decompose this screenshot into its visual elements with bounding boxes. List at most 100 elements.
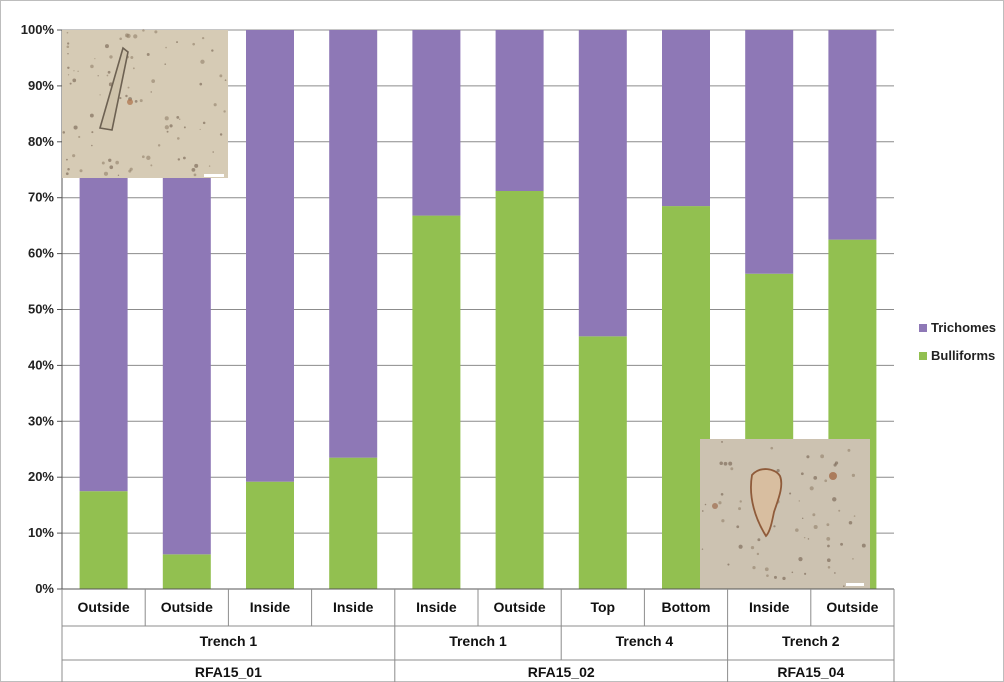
speckle xyxy=(736,525,740,529)
legend-label-trichomes: Trichomes xyxy=(931,320,996,335)
speckle xyxy=(169,124,173,128)
speckle xyxy=(701,510,704,512)
y-tick-label: 10% xyxy=(28,525,54,540)
speckle xyxy=(199,82,203,86)
bulliform-shape xyxy=(750,468,783,538)
speckle xyxy=(133,34,138,39)
speckle xyxy=(176,137,180,140)
speckle xyxy=(72,154,76,158)
speckle xyxy=(219,133,223,136)
speckle xyxy=(127,86,130,89)
speckle xyxy=(795,528,799,532)
speckle xyxy=(213,103,217,107)
speckle xyxy=(176,41,178,44)
speckle xyxy=(208,165,211,167)
speckle xyxy=(842,585,845,588)
speckle xyxy=(164,116,169,121)
y-tick-label: 50% xyxy=(28,302,54,317)
legend-swatch-trichomes xyxy=(919,324,927,332)
speckle xyxy=(176,115,180,119)
speckle xyxy=(219,74,223,78)
speckle xyxy=(719,461,723,466)
speckle xyxy=(809,486,814,491)
x-axis: Outside Outside Inside Inside Inside Outside T… xyxy=(61,588,895,682)
speckle xyxy=(150,91,152,93)
category-label: Outside xyxy=(78,599,130,615)
speckle xyxy=(103,171,109,176)
speckle xyxy=(97,75,99,77)
bar-bulliforms-4 xyxy=(412,215,461,589)
bar-trichomes-7 xyxy=(662,30,710,207)
speckle xyxy=(756,552,760,556)
speckle xyxy=(142,29,145,32)
group-label: Trench 2 xyxy=(782,633,840,649)
speckle xyxy=(119,37,122,41)
category-label: Outside xyxy=(826,599,878,615)
y-tick-label: 40% xyxy=(28,357,54,372)
speckle xyxy=(192,42,195,46)
speckle xyxy=(200,59,205,64)
speckle xyxy=(202,121,206,125)
speckle xyxy=(150,164,153,167)
legend: Trichomes Bulliforms xyxy=(919,320,996,363)
scale-bar xyxy=(846,583,864,586)
speckle xyxy=(804,572,807,575)
speckle xyxy=(738,507,742,511)
y-tick-label: 60% xyxy=(28,246,54,261)
speckle xyxy=(104,44,109,49)
speckle xyxy=(191,167,196,172)
bar-bulliforms-3 xyxy=(329,457,378,589)
speckle xyxy=(803,536,806,539)
speckle xyxy=(718,501,722,505)
speckle xyxy=(847,448,851,452)
trichome-micrograph xyxy=(62,29,228,178)
y-tick-label: 80% xyxy=(28,134,54,149)
speckle xyxy=(848,520,853,525)
speckle xyxy=(834,572,836,574)
legend-swatch-bulliforms xyxy=(919,352,927,360)
speckle xyxy=(115,160,119,165)
bar-trichomes-3 xyxy=(329,30,378,458)
speckle xyxy=(66,45,70,49)
bar-bulliforms-2 xyxy=(246,481,294,589)
speckle xyxy=(146,53,150,56)
speckle xyxy=(853,515,856,517)
speckle xyxy=(766,574,769,577)
y-tick-label: 90% xyxy=(28,78,54,93)
bar-trichomes-9 xyxy=(828,30,877,240)
site-label: RFA15_01 xyxy=(195,664,262,680)
bar-bulliforms-6 xyxy=(578,336,627,589)
micrograph-insets xyxy=(62,29,870,589)
speckle xyxy=(108,158,112,162)
speckle xyxy=(109,165,114,170)
speckle xyxy=(800,472,804,476)
speckle xyxy=(94,58,96,60)
speckle xyxy=(750,546,755,550)
scale-bar xyxy=(204,174,224,177)
speckle xyxy=(212,151,214,153)
category-label: Top xyxy=(590,599,615,615)
speckle xyxy=(66,31,69,34)
speckle xyxy=(721,440,723,443)
speckle xyxy=(132,67,135,70)
speckle xyxy=(201,36,205,40)
speckle xyxy=(130,56,134,60)
speckle xyxy=(183,156,186,160)
speckle xyxy=(141,155,145,159)
speckle xyxy=(813,524,818,530)
bulliform-micrograph xyxy=(700,439,870,589)
speckle xyxy=(738,544,743,549)
speckle xyxy=(820,454,825,459)
site-label: RFA15_02 xyxy=(528,664,595,680)
speckle xyxy=(67,42,70,45)
speckle xyxy=(827,544,830,548)
micrograph-background xyxy=(62,30,228,178)
speckle xyxy=(125,94,128,98)
speckle xyxy=(67,74,70,76)
speckle xyxy=(770,446,774,450)
bar-bulliforms-5 xyxy=(495,190,544,589)
bar-trichomes-4 xyxy=(412,30,461,216)
speckle xyxy=(79,169,83,173)
speckle xyxy=(764,567,769,572)
